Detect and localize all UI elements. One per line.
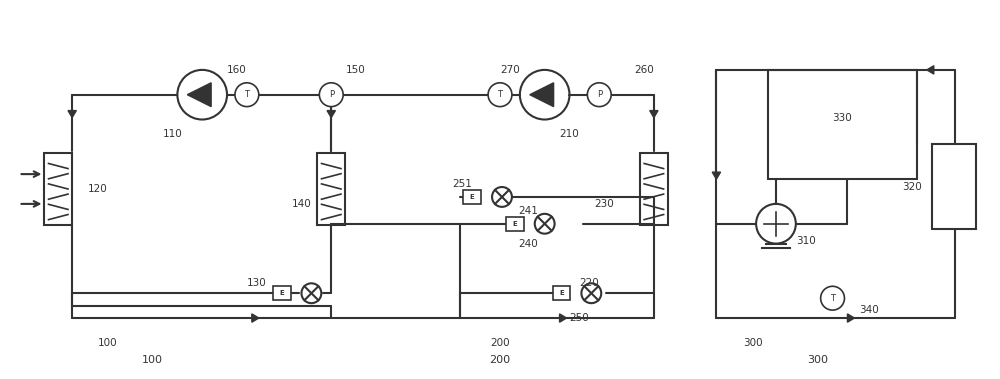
Bar xyxy=(317,153,345,225)
Text: P: P xyxy=(329,90,334,99)
Text: E: E xyxy=(513,221,517,227)
Circle shape xyxy=(235,83,259,106)
Text: 300: 300 xyxy=(743,338,763,348)
Text: 100: 100 xyxy=(142,355,163,365)
Circle shape xyxy=(587,83,611,106)
Text: 230: 230 xyxy=(594,199,614,209)
Bar xyxy=(932,144,976,229)
Bar xyxy=(506,217,524,231)
Circle shape xyxy=(301,283,321,303)
Text: 260: 260 xyxy=(634,65,654,75)
Text: 300: 300 xyxy=(807,355,828,365)
Text: E: E xyxy=(470,194,475,200)
Text: 210: 210 xyxy=(560,129,579,139)
Circle shape xyxy=(488,83,512,106)
Bar xyxy=(273,286,291,300)
Text: T: T xyxy=(830,294,835,303)
Text: 150: 150 xyxy=(346,65,366,75)
Polygon shape xyxy=(327,98,335,105)
Text: 310: 310 xyxy=(796,236,816,246)
Polygon shape xyxy=(650,111,658,117)
Text: 251: 251 xyxy=(452,179,472,189)
Text: P: P xyxy=(597,90,602,99)
Text: 250: 250 xyxy=(570,313,589,323)
Text: 241: 241 xyxy=(518,206,538,216)
Text: 340: 340 xyxy=(859,305,879,315)
Circle shape xyxy=(492,187,512,207)
Polygon shape xyxy=(927,66,934,74)
Text: 320: 320 xyxy=(902,182,922,192)
Text: 110: 110 xyxy=(163,129,182,139)
Text: 100: 100 xyxy=(98,338,118,348)
Polygon shape xyxy=(327,111,335,117)
Text: 160: 160 xyxy=(227,65,247,75)
Polygon shape xyxy=(252,314,259,322)
Text: 240: 240 xyxy=(518,239,538,249)
Text: 120: 120 xyxy=(88,184,108,194)
Bar xyxy=(553,286,570,300)
Text: 200: 200 xyxy=(489,355,511,365)
Text: E: E xyxy=(279,290,284,296)
Polygon shape xyxy=(560,314,567,322)
Bar xyxy=(640,153,668,225)
Polygon shape xyxy=(187,83,211,106)
Text: 130: 130 xyxy=(247,278,267,288)
Text: 330: 330 xyxy=(833,113,852,122)
Text: T: T xyxy=(244,90,249,99)
Circle shape xyxy=(821,286,844,310)
Text: E: E xyxy=(559,290,564,296)
Text: 220: 220 xyxy=(579,278,599,288)
Polygon shape xyxy=(68,111,76,117)
Polygon shape xyxy=(530,83,554,106)
Bar xyxy=(44,153,72,225)
Polygon shape xyxy=(712,172,721,179)
Text: T: T xyxy=(497,90,502,99)
Polygon shape xyxy=(847,314,854,322)
Bar xyxy=(768,70,917,179)
Circle shape xyxy=(581,283,601,303)
Circle shape xyxy=(535,214,555,234)
Text: 140: 140 xyxy=(292,199,311,209)
Bar xyxy=(463,190,481,204)
Text: 200: 200 xyxy=(490,338,510,348)
Text: 270: 270 xyxy=(500,65,520,75)
Circle shape xyxy=(319,83,343,106)
